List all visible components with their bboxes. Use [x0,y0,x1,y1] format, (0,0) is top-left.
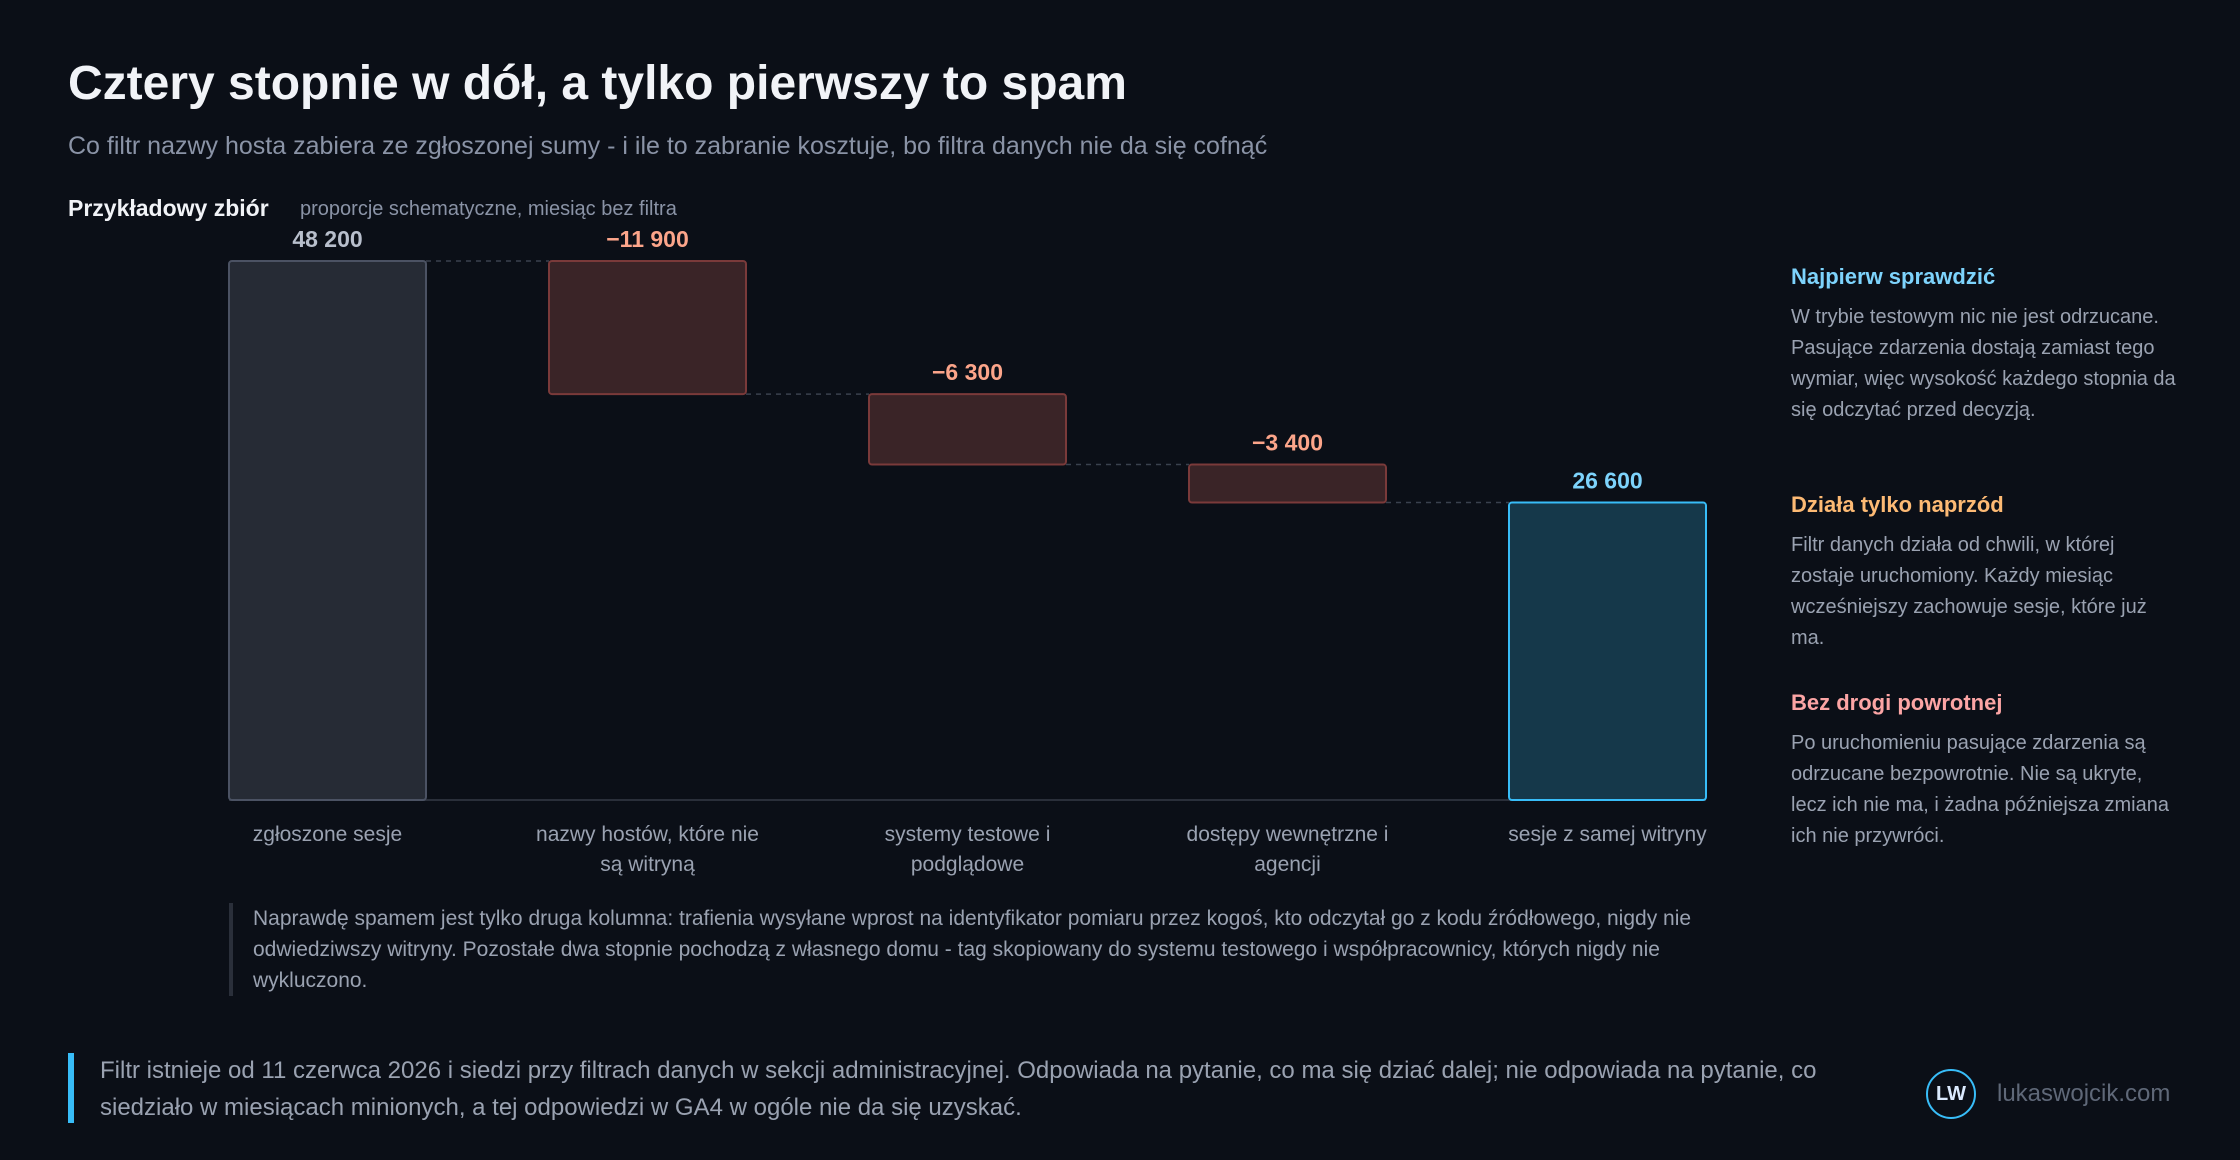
x-tick-label: sesje z samej witryny [1508,823,1707,846]
footer-text: Filtr istnieje od 11 czerwca 2026 i sied… [100,1057,1817,1121]
logo: LW [1926,1069,1976,1119]
bar [868,393,1067,466]
sidebar-text: Po uruchomieniu pasujące zdarzenia są od… [1791,732,2169,847]
sidebar-text: W trybie testowym nic nie jest odrzucane… [1791,306,2176,421]
sidebar-item: Działa tylko naprzód Filtr danych działa … [1791,492,2181,654]
x-tick-label: dostępy wewnętrzne i agencji [1186,823,1389,876]
value-label: 26 600 [1572,468,1642,494]
sidebar-heading: Bez drogi powrotnej [1791,690,2003,715]
sidebar-heading: Działa tylko naprzód [1791,492,2004,517]
chart-title: Cztery stopnie w dół, a tylko pierwszy t… [68,57,1127,110]
x-tick-label: systemy testowe i podglądowe [884,823,1051,876]
x-tick-label: nazwy hostów, które nie są witryną [536,823,759,876]
sidebar-item: Najpierw sprawdzić W trybie testowym nic … [1791,264,2181,426]
footer-accent [68,1053,74,1123]
value-label: −11 900 [606,226,689,252]
x-tick-label: zgłoszone sesje [252,823,403,846]
sidebar-heading: Najpierw sprawdzić [1791,264,1996,289]
dataset-label: Przykładowy zbiór [68,195,269,221]
bar [1508,501,1707,801]
bar [228,260,427,801]
sidebar-item: Bez drogi powrotnej Po uruchomieniu pasuj… [1791,690,2181,852]
site-link[interactable]: lukaswojcik.com [1997,1080,2171,1107]
bar [548,260,747,396]
subtitle: Co filtr nazwy hosta zabiera ze zgłoszon… [68,132,1268,160]
value-label: −6 300 [932,359,1003,385]
sidebar-text: Filtr danych działa od chwili, w której … [1791,534,2147,649]
annotation: Naprawdę spamem jest tylko druga kolumna… [229,903,1693,996]
bar [1188,463,1387,504]
value-label: −3 400 [1252,430,1323,456]
dataset-note: proporcje schematyczne, miesiąc bez filt… [300,198,677,220]
value-label: 48 200 [292,226,362,252]
